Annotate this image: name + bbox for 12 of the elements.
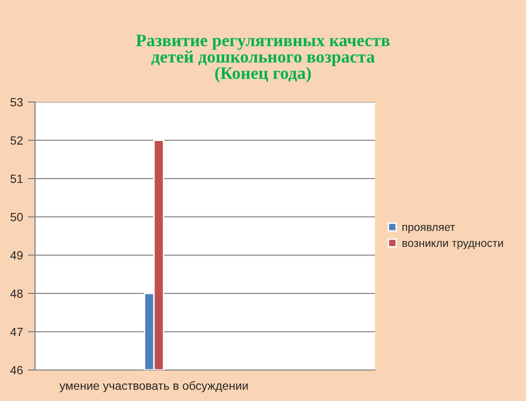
y-tick-label: 53 xyxy=(10,98,23,106)
legend-label: возникли трудности xyxy=(402,240,503,250)
y-tick-label: 50 xyxy=(10,212,23,222)
y-tick-label: 48 xyxy=(10,289,23,298)
x-tick-label: умение участвовать в обсуждении xyxy=(60,381,248,392)
y-tick-label: 47 xyxy=(10,328,23,336)
y-tick-label: 49 xyxy=(10,251,23,260)
chart-title: Развитие регулятивных качеств детей дошкольного возраста (Конец года) xyxy=(136,34,390,83)
y-tick-label: 52 xyxy=(10,136,23,145)
y-tick-label: 51 xyxy=(10,174,23,183)
legend-label: проявляет xyxy=(402,224,455,234)
y-tick-label: 46 xyxy=(10,366,23,374)
